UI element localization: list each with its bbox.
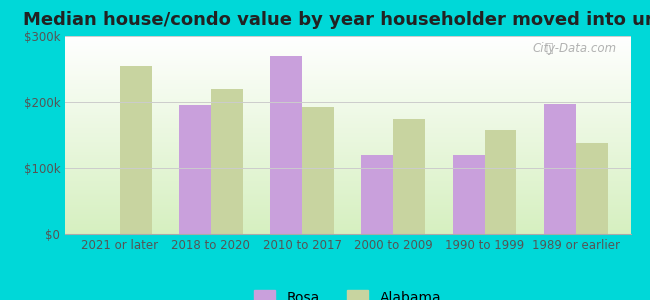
- Bar: [179, 105, 211, 234]
- Bar: [452, 155, 484, 234]
- Text: ⦾: ⦾: [545, 42, 552, 55]
- Bar: [484, 130, 517, 234]
- Bar: [393, 118, 425, 234]
- Bar: [270, 56, 302, 234]
- Bar: [120, 66, 151, 234]
- Bar: [576, 143, 608, 234]
- Title: Median house/condo value by year householder moved into unit: Median house/condo value by year househo…: [23, 11, 650, 29]
- Bar: [544, 104, 576, 234]
- Legend: Rosa, Alabama: Rosa, Alabama: [249, 284, 447, 300]
- Text: City-Data.com: City-Data.com: [532, 42, 616, 55]
- Bar: [211, 89, 243, 234]
- Bar: [361, 155, 393, 234]
- Bar: [302, 106, 334, 234]
